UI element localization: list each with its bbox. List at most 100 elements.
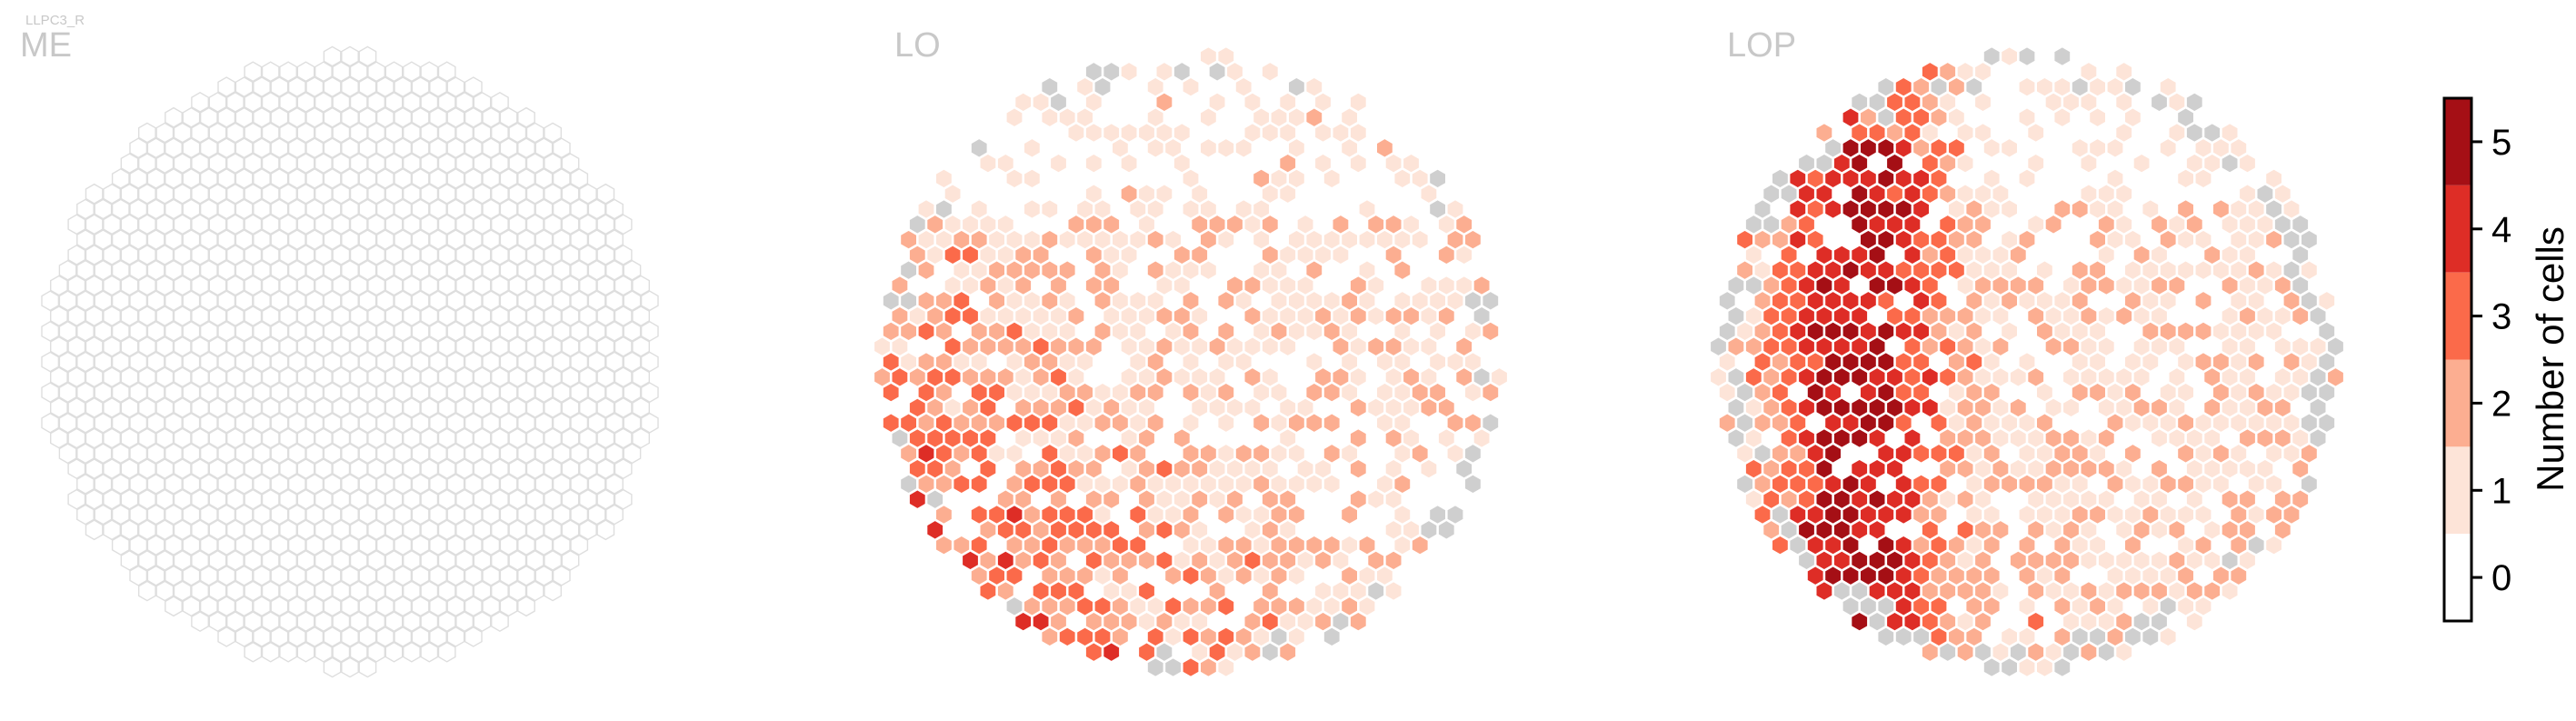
hex-cell-me [429,626,447,647]
hex-cell-lo [1287,473,1306,495]
hex-cell-lop [2062,153,2081,175]
hex-cell-me [552,290,571,312]
hex-cell-lop [2150,305,2169,327]
hex-cell-lo [1182,626,1200,647]
hex-cell-lo [1419,183,1438,205]
hex-cell-lop [1842,504,1860,526]
hex-cell-lo [1411,167,1430,189]
hex-cell-lo [1331,488,1350,510]
hex-cell-lop [2035,596,2054,617]
hex-cell-me [411,167,430,189]
hex-cell-lo [1137,580,1156,602]
hex-cell-lop [1832,183,1852,205]
hex-cell-lo [1066,214,1085,235]
hex-cell-lop [2079,427,2098,449]
hex-cell-me [315,549,333,571]
hex-cell-me [305,106,324,128]
hex-cell-lop [2062,396,2081,418]
hex-cell-lop [1876,229,1895,251]
hex-cell-lo [1013,122,1033,144]
hex-cell-lo [916,290,935,312]
hex-cell-lo [1173,214,1192,235]
hex-cell-lo [1084,580,1103,602]
hex-cell-me [544,214,562,235]
hex-cell-lo [1111,596,1130,617]
hex-cell-lop [1814,214,1833,235]
hex-cell-lo [925,366,944,388]
hex-cell-me [323,290,342,312]
hex-cell-lo [925,396,944,418]
hex-cell-lo [1304,351,1323,373]
hex-cell-lop [1991,275,2010,296]
hex-cell-lo [1234,535,1253,556]
hex-cell-lop [2291,305,2310,327]
hex-cell-lop [2114,305,2133,327]
hex-cell-me [429,137,447,159]
hex-cell-lo [1366,366,1385,388]
hex-cell-lop [2052,320,2072,342]
hex-cell-lop [1788,382,1807,404]
hex-cell-me [482,412,501,434]
hex-cell-lo [1296,519,1315,541]
hex-cell-me [332,427,351,449]
hex-cell-lo [1393,382,1412,404]
hex-cell-lop [2097,61,2116,83]
hex-cell-lo [1199,626,1218,647]
hex-cell-me [544,427,562,449]
hex-cell-lop [2229,290,2248,312]
hex-cell-lop [1780,335,1799,357]
hex-cell-lo [1428,320,1447,342]
hex-cell-me [217,320,236,342]
hex-cell-lop [1930,382,1948,404]
hex-cell-lo [1234,565,1253,586]
hex-cell-lo [1473,275,1492,296]
hex-cell-lop [1876,535,1895,556]
hex-cell-lop [1709,366,1728,388]
hex-cell-lop [2255,366,2274,388]
hex-cell-lo [1243,61,1262,83]
hex-cell-lo [1261,183,1280,205]
hex-cell-me [375,320,394,342]
hex-cell-lo [1331,91,1350,113]
hex-cell-me [375,626,394,647]
hex-cell-lop [2212,504,2231,526]
hex-cell-lo [1375,259,1394,281]
hex-cell-me [244,214,263,235]
hex-cell-lo [1005,596,1023,617]
hex-cell-lo [1075,382,1094,404]
hex-cell-lop [1982,45,2002,67]
hex-cell-lo [1375,504,1394,526]
hex-cell-lop [1868,275,1887,296]
hex-cell-me [76,320,95,342]
hex-cell-lop [1894,382,1913,404]
hex-cell-lo [978,183,997,205]
hex-cell-lo [1313,580,1333,602]
hex-cell-me [525,427,544,449]
hex-cell-me [58,443,77,465]
hex-cell-me [341,565,359,586]
hex-cell-me [341,412,359,434]
hex-cell-me [596,305,615,327]
hex-cell-lo [1252,198,1271,220]
hex-cell-lop [1753,259,1772,281]
hex-cell-lo [1261,427,1280,449]
hex-cell-lop [1806,137,1825,159]
hex-cell-lop [1964,229,1983,251]
hex-cell-lo [1199,229,1218,251]
hex-cell-lo [1163,382,1183,404]
hex-cell-lop [1859,259,1878,281]
hex-cell-lo [1066,427,1085,449]
hex-cell-me [464,535,483,556]
hex-cell-lo [1481,351,1500,373]
hex-cell-lo [916,473,935,495]
hex-cell-lop [2167,122,2186,144]
hex-cell-me [561,427,580,449]
hex-cell-lo [1313,275,1333,296]
hex-cell-me [137,366,156,388]
hex-cell-lop [1832,396,1852,418]
hex-cell-me [349,214,368,235]
hex-cell-lo [1216,443,1235,465]
hex-cell-lop [1912,106,1931,128]
hex-cell-me [199,596,218,617]
hex-cell-me [225,396,245,418]
